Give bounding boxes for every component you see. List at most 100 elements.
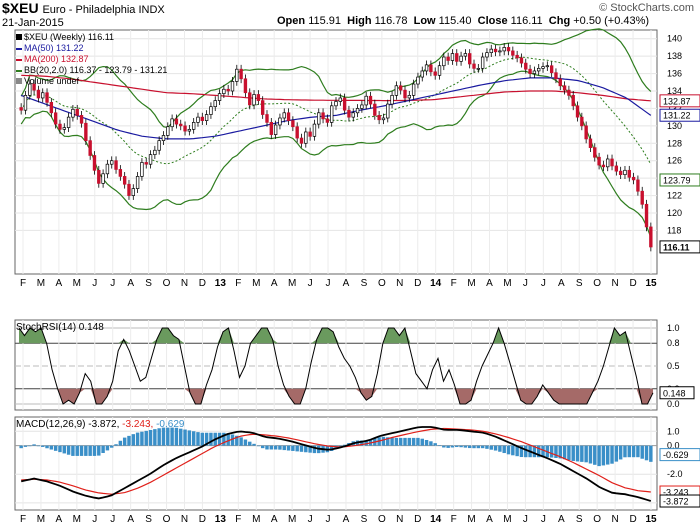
macd-histogram-bar [49,445,54,450]
macd-histogram-bar [278,445,282,450]
price-x-tick-label: M [252,278,260,289]
macd-histogram-bar [204,432,209,446]
candle-body [541,66,545,69]
macd-x-tick-label: O [593,514,601,525]
macd-x-tick-label: F [20,514,26,525]
macd-x-tick-label: M [467,514,475,525]
macd-histogram-bar [101,445,105,454]
candle-body [601,164,606,168]
candle-body [317,112,321,125]
macd-histogram-bar [183,429,187,446]
candle-body [554,72,558,80]
candle-body [161,135,166,142]
price-x-tick-label: J [326,278,331,289]
low-value: 115.40 [438,15,472,27]
candle-body [498,50,502,53]
macd-histogram-bar [127,435,131,446]
macd-histogram-bar [485,445,489,449]
close-label: Close [477,15,508,27]
candle-body [58,123,62,130]
candle-body [269,122,273,135]
macd-histogram-bar [226,433,230,446]
legend-ma200-swatch [16,58,22,61]
macd-x-tick-label: S [576,514,583,525]
candle-body [636,179,640,192]
macd-histogram-bar [256,445,261,447]
macd-x-tick-label: D [629,514,636,525]
ohlc-readout: Open 115.91 High 116.78 Low 115.40 Close… [277,15,649,27]
stoch-last-tag [659,386,695,400]
candle-body [256,94,261,101]
candle-body [226,88,230,92]
candle-body [28,83,32,96]
candle-body [567,89,571,96]
candle-body [286,112,291,121]
macd-y-tick-label: -2.0 [667,469,683,479]
macd-histogram-bar [424,440,429,446]
candle-body [32,83,36,91]
macd-histogram-bar [295,445,299,452]
macd-histogram-bar [114,444,118,446]
price-y-tick-label: 132 [667,103,682,113]
candle-body [571,95,575,107]
price-x-tick-label: M [288,278,296,289]
candle-body [304,131,308,144]
bb-upper-line [20,28,652,129]
candle-body [584,125,588,140]
macd-histogram-bar [411,437,416,446]
price-y-tick-label: 122 [667,191,682,201]
macd-histogram-bar [71,445,75,456]
price-x-tick-label: N [611,278,618,289]
candle-body [148,154,153,165]
candle-body [41,92,45,99]
price-y-tick-label: 136 [667,69,682,79]
candle-body [631,176,636,181]
legend-volume-swatch [16,78,22,84]
macd-histogram-bar [273,445,278,450]
macd-histogram-bar [222,432,226,446]
macd-histogram-bar [381,436,386,446]
candle-body [347,109,351,118]
open-value: 115.91 [308,15,342,27]
macd-histogram-bar [286,445,291,451]
bb-middle-last-tag-label: 123.79 [663,175,691,185]
macd-histogram-bar [580,445,584,462]
candle-body [131,188,135,196]
candle-body [355,108,360,114]
macd-title-macd: MACD(12,26,9) -3.872, [16,419,120,430]
candle-body [351,112,355,118]
close-last-tag-label: 116.11 [663,242,690,252]
macd-histogram-bar [53,445,58,451]
price-y-tick-label: 126 [667,156,682,166]
macd-x-tick-label: A [271,514,278,525]
candle-body [489,48,493,54]
candle-body [649,226,653,248]
macd-histogram-bar [498,445,502,452]
candle-body [386,103,390,119]
legend-ma50: MA(50) 131.22 [16,43,84,53]
candle-body [260,100,265,115]
macd-x-tick-label: F [451,514,457,525]
stoch-y-tick-label: 0.5 [667,361,680,371]
candle-body [282,112,286,119]
macd-histogram-bar [493,445,498,451]
candle-body [213,100,217,108]
macd-histogram-bar [36,445,41,447]
candle-body [230,81,235,92]
macd-x-tick-label: F [235,514,241,525]
candle-body [243,78,248,94]
macd-last-tag-label: -3.872 [663,497,689,507]
candle-body [321,112,325,120]
macd-histogram-bar [506,445,511,455]
candle-body [19,107,23,111]
chg-label: Chg [548,15,571,27]
macd-histogram-bar [118,440,123,446]
candle-body [295,126,299,139]
candle-body [394,85,399,96]
price-y-tick-label: 138 [667,51,682,61]
macd-histogram-bar [386,437,390,446]
macd-histogram-bar [429,441,433,446]
candle-body [545,65,550,68]
legend-volume: Volume undef [16,76,79,86]
